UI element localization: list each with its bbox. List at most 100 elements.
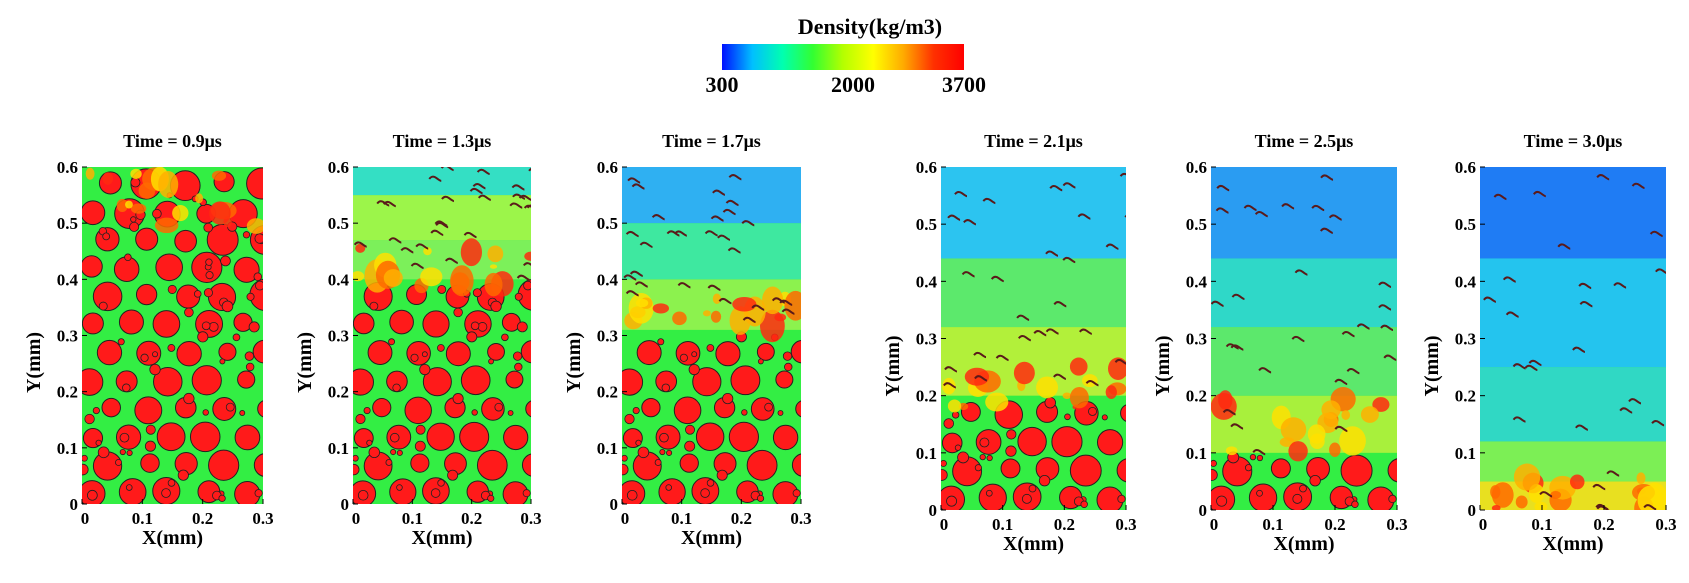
fragment (1291, 335, 1305, 343)
burning-pocket (702, 310, 711, 317)
particle (679, 453, 699, 473)
particle-small (129, 221, 140, 232)
fragment (704, 230, 718, 237)
particle (1248, 483, 1278, 510)
fragment (1216, 185, 1230, 192)
particle-small (979, 453, 986, 461)
particle-small (661, 383, 671, 392)
fragment (1294, 269, 1308, 276)
particle-small (363, 407, 371, 415)
y-tick-label: 0.3 (1455, 330, 1476, 349)
particle-small (245, 362, 255, 372)
burning-pocket (947, 399, 962, 413)
particle (140, 453, 160, 473)
y-tick-label: 0.6 (1455, 158, 1476, 177)
y-tick-label: 0.4 (916, 272, 938, 291)
particle-small (369, 301, 379, 311)
particle-small (145, 424, 156, 435)
fragment (666, 230, 680, 237)
fragment (982, 197, 996, 205)
fragment (634, 281, 648, 288)
particle (730, 365, 761, 396)
y-tick-label: 0 (1199, 501, 1208, 520)
particle-small (202, 409, 209, 416)
fragment (1619, 407, 1633, 414)
particle-small (684, 440, 696, 452)
density-field (941, 167, 1126, 510)
particle-small (452, 393, 464, 405)
x-tick-label: 0.2 (192, 509, 213, 528)
burning-pocket (1360, 406, 1379, 423)
fragment (625, 230, 639, 238)
fragment (961, 271, 975, 278)
fragment (943, 382, 957, 389)
particle-small (152, 351, 159, 358)
particle (422, 367, 452, 397)
particle (520, 340, 531, 364)
axes: 0 0.1 0.2 0.3 0 0.1 0.2 0.3 0.4 0.5 0.6 (328, 158, 542, 528)
particle-small (92, 406, 100, 415)
burning-pocket (784, 290, 801, 321)
burning-pocket (710, 310, 722, 323)
gas-layer-3 (353, 167, 531, 196)
particle (174, 229, 197, 253)
particle-small (941, 459, 947, 467)
fragment (1575, 424, 1589, 431)
x-tick-label: 0 (1210, 515, 1219, 534)
particle-small (97, 446, 110, 459)
fragment (478, 194, 491, 201)
particle-small (225, 402, 235, 412)
particle (790, 340, 801, 364)
particle-small (218, 494, 226, 502)
particle-small (946, 495, 958, 507)
particle-small (357, 490, 369, 501)
particle (505, 370, 524, 389)
particle-small (764, 402, 773, 412)
colorbar-tick-mid: 2000 (831, 72, 875, 97)
x-tick-label: 0.1 (992, 515, 1013, 534)
burning-pocket (958, 402, 969, 411)
particle (237, 370, 256, 389)
x-tick-label: 0.1 (132, 509, 153, 528)
y-tick-label: 0.2 (1186, 387, 1207, 406)
fragment (1053, 373, 1067, 380)
burning-pocket (1108, 357, 1126, 380)
particle-small (635, 439, 642, 446)
particle (410, 453, 430, 473)
panel-5: 0 0.1 0.2 0.3 0 0.1 0.2 0.3 0.4 0.5 0.6 Time = 2.5μ… (1152, 131, 1408, 555)
fragment (1230, 423, 1244, 430)
gas-layer-2 (1211, 327, 1397, 396)
particle-small (246, 292, 255, 301)
particle (658, 478, 686, 504)
particle-small (453, 307, 463, 318)
particle-small (385, 459, 393, 466)
burning-pocket (732, 296, 757, 312)
fragment (1119, 172, 1126, 177)
y-tick-label: 0.6 (1186, 158, 1207, 177)
burning-pocket (1288, 441, 1308, 462)
axes: 0 0.1 0.2 0.3 0 0.1 0.2 0.3 0.4 0.5 0.6 (597, 158, 812, 528)
particle (257, 400, 263, 418)
fragment (1334, 378, 1348, 386)
fragment (1532, 190, 1546, 198)
particle-small (626, 489, 638, 501)
fragment (1483, 296, 1497, 303)
particle-small (1080, 500, 1088, 508)
particle-small (1117, 494, 1126, 504)
fragment (472, 183, 486, 190)
particle (1000, 458, 1021, 479)
particle-small (665, 484, 672, 491)
burning-pocket (246, 218, 263, 234)
particle (1096, 429, 1124, 456)
fragment (1258, 367, 1272, 374)
particle-small (624, 413, 635, 425)
burning-pocket (116, 198, 128, 213)
particle (189, 421, 221, 453)
fragment (707, 284, 721, 291)
burning-pocket (1307, 424, 1326, 444)
fragment (410, 262, 424, 270)
particle-small (149, 363, 161, 376)
particle-small (1064, 413, 1071, 421)
particle (118, 478, 147, 504)
particle-small (941, 469, 948, 481)
